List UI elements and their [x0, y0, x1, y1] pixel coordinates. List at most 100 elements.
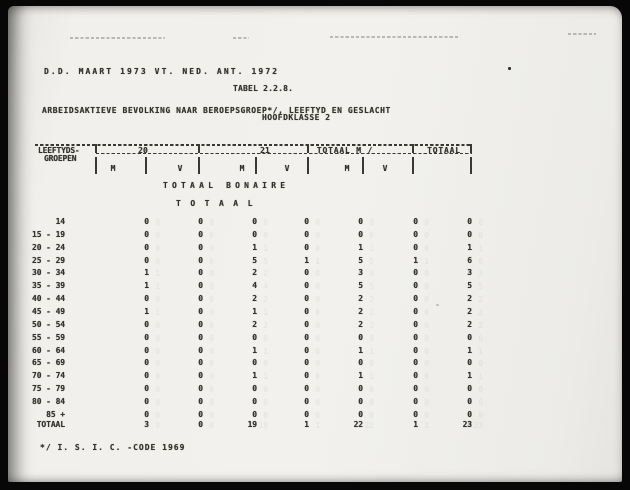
table-cell: 5 [467, 281, 472, 291]
grid-line [362, 157, 364, 174]
table-cell: 0 [304, 242, 309, 252]
scan-artifact [330, 36, 458, 38]
table-cell: 0 [413, 384, 418, 393]
document-title: ARBEIDSAKTIEVE BEVOLKING NAAR BEROEPSGRO… [42, 106, 391, 115]
table-cell: 0 [413, 242, 418, 252]
table-cell: 0 [198, 384, 203, 393]
total-cell: 3 [144, 420, 149, 429]
table-cell: 0 [252, 217, 257, 226]
subheader-m: M [239, 164, 245, 173]
age-group-label: 30 - 34 [31, 268, 65, 278]
table-cell: 1 [467, 371, 472, 381]
table-cell: 2 [467, 306, 472, 316]
table-cell: 3 [358, 268, 363, 278]
table-cell: 0 [198, 371, 203, 381]
age-group-label: 55 - 59 [31, 332, 65, 342]
subheader-v: V [284, 164, 290, 173]
table-cell: 0 [144, 358, 149, 368]
table-cell: 0 [358, 384, 363, 393]
table-cell: 0 [144, 384, 149, 393]
age-group-label: 14 [55, 217, 66, 226]
table-cell: 4 [252, 281, 257, 291]
table-cell: 0 [198, 306, 203, 316]
table-cell: 0 [198, 242, 203, 252]
table-cell: 1 [467, 345, 472, 355]
subheader-m: M [344, 164, 350, 173]
table-cell: 0 [252, 332, 257, 342]
grid-line [307, 157, 309, 174]
table-cell: 1 [252, 242, 257, 252]
total-cell: 23 [462, 420, 473, 429]
subheader-m: M [110, 164, 116, 173]
section-title: TOTAAL BONAIRE [163, 181, 290, 190]
table-cell: 0 [144, 294, 149, 304]
table-cell: 0 [413, 281, 418, 291]
total-label: TOTAAL [36, 420, 65, 429]
table-cell: 1 [144, 268, 149, 278]
table-cell: 0 [413, 358, 418, 368]
table-top-rule [35, 144, 472, 146]
table-cell: 0 [413, 396, 418, 406]
table-cell: 0 [252, 229, 257, 239]
table-cell: 2 [358, 306, 363, 316]
table-cell: 0 [198, 229, 203, 239]
grid-line [95, 144, 97, 153]
table-cell: 0 [304, 281, 309, 291]
table-cell: 0 [144, 319, 149, 329]
table-cell: 0 [198, 255, 203, 265]
scan-speck [436, 304, 439, 306]
table-cell: 0 [304, 371, 309, 381]
table-cell: 0 [198, 281, 203, 291]
total-cell: 0 [198, 420, 203, 429]
table-cell: 0 [304, 229, 309, 239]
age-group-label: 25 - 29 [31, 255, 65, 265]
table-cell: 0 [198, 396, 203, 406]
section-subtitle: TOTAAL [176, 199, 262, 208]
table-cell: 0 [304, 345, 309, 355]
table-cell: 2 [467, 294, 472, 304]
document-date-line: D.D. MAART 1973 VT. NED. ANT. 1972 [44, 67, 280, 76]
table-cell: 0 [304, 217, 309, 226]
table-cell: 1 [358, 345, 363, 355]
scan-speck [508, 67, 511, 70]
table-cell: 0 [252, 384, 257, 393]
table-cell: 0 [198, 268, 203, 278]
table-cell: 0 [144, 332, 149, 342]
row-header-line2: GROEPEN [44, 154, 77, 163]
grid-line [95, 157, 97, 174]
table-cell: 1 [413, 255, 418, 265]
age-group-label: 15 - 19 [31, 229, 65, 239]
table-cell: 1 [252, 371, 257, 381]
document-subtitle: HOOFDKLASSE 2 [262, 113, 331, 122]
table-cell: 0 [252, 358, 257, 368]
table-cell: 3 [467, 268, 472, 278]
grid-line [255, 157, 257, 174]
table-cell: 0 [198, 294, 203, 304]
table-cell: 0 [304, 396, 309, 406]
table-cell: 5 [358, 255, 363, 265]
table-cell: 0 [198, 345, 203, 355]
total-cell: 19 [247, 420, 258, 429]
table-cell: 0 [144, 409, 149, 419]
total-cell: 1 [304, 420, 309, 429]
table-cell: 0 [144, 371, 149, 381]
table-cell: 2 [467, 319, 472, 329]
grid-line [412, 157, 414, 174]
table-cell: 5 [252, 255, 257, 265]
table-cell: 2 [252, 268, 257, 278]
table-cell: 0 [198, 358, 203, 368]
column-group-totaal-mv: TOTAAL M / [316, 146, 374, 155]
table-cell: 0 [467, 229, 472, 239]
table-cell: 1 [358, 371, 363, 381]
age-group-label: 50 - 54 [31, 319, 65, 329]
table-cell: 0 [358, 332, 363, 342]
table-cell: 0 [304, 384, 309, 393]
total-cell: 1 [413, 420, 418, 429]
table-cell: 1 [144, 281, 149, 291]
age-group-label: 60 - 64 [31, 345, 65, 355]
table-cell: 0 [198, 217, 203, 226]
table-header-rule [96, 152, 472, 155]
table-cell: 0 [198, 409, 203, 419]
document-page: D.D. MAART 1973 VT. NED. ANT. 1972 TABEL… [8, 6, 622, 482]
table-cell: 0 [144, 396, 149, 406]
